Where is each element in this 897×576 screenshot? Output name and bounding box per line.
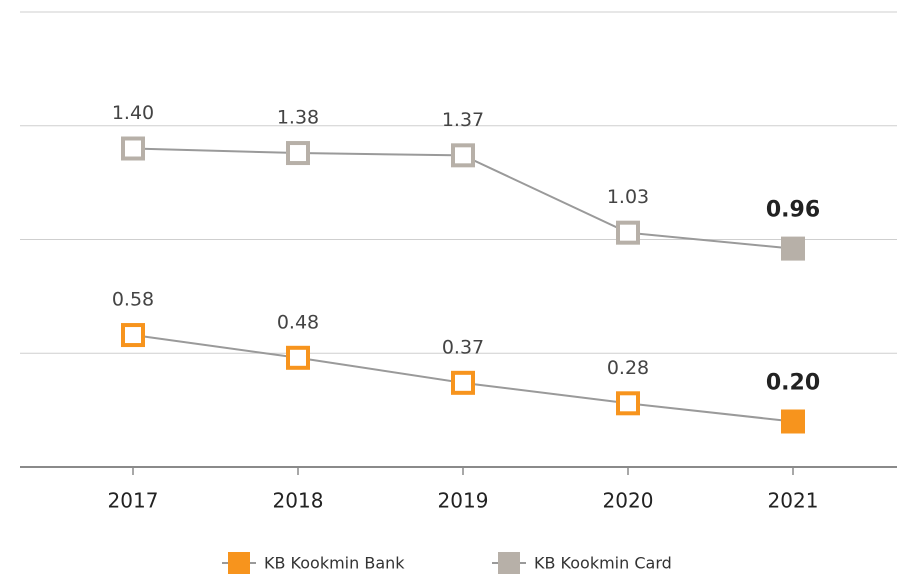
x-tick-label: 2019 [438, 489, 489, 513]
marker [451, 370, 475, 395]
value-label: 0.37 [442, 336, 484, 358]
legend-marker [228, 552, 250, 574]
value-label: 0.48 [277, 311, 319, 333]
x-tick-label: 2018 [273, 489, 324, 513]
marker [121, 136, 145, 161]
value-label: 1.38 [277, 107, 319, 129]
marker [616, 220, 640, 245]
value-label: 0.20 [766, 371, 820, 396]
marker [781, 409, 805, 434]
value-label: 1.03 [607, 186, 649, 208]
legend-marker [498, 552, 520, 574]
marker [121, 323, 145, 348]
marker [616, 391, 640, 416]
marker [451, 143, 475, 168]
x-tick-label: 2020 [603, 489, 654, 513]
marker [781, 236, 805, 261]
x-tick-label: 2021 [768, 489, 819, 513]
marker [286, 141, 310, 166]
x-tick-label: 2017 [108, 489, 159, 513]
value-label: 1.40 [112, 102, 154, 124]
value-label: 0.28 [607, 357, 649, 379]
value-label: 0.96 [766, 198, 820, 223]
marker [286, 345, 310, 370]
legend-label: KB Kookmin Bank [264, 554, 405, 573]
value-label: 1.37 [442, 109, 484, 131]
legend-label: KB Kookmin Card [534, 554, 672, 573]
value-label: 0.58 [112, 289, 154, 311]
